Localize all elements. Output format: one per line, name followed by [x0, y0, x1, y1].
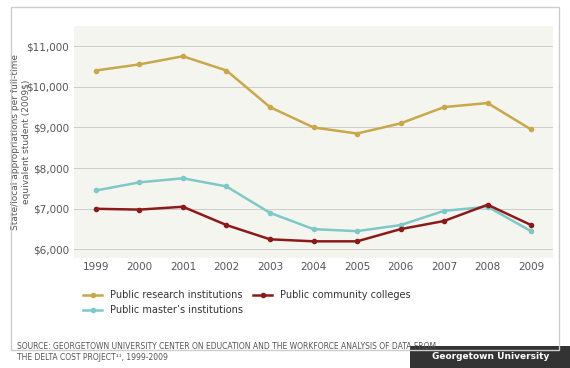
- Y-axis label: State/local appropriations per full-time
equivalent student (2009$): State/local appropriations per full-time…: [11, 54, 31, 230]
- Text: Georgetown University: Georgetown University: [431, 353, 549, 361]
- Legend: Public research institutions, Public master’s institutions, Public community col: Public research institutions, Public mas…: [79, 286, 414, 319]
- Text: SOURCE: GEORGETOWN UNIVERSITY CENTER ON EDUCATION AND THE WORKFORCE ANALYSIS OF : SOURCE: GEORGETOWN UNIVERSITY CENTER ON …: [17, 342, 436, 362]
